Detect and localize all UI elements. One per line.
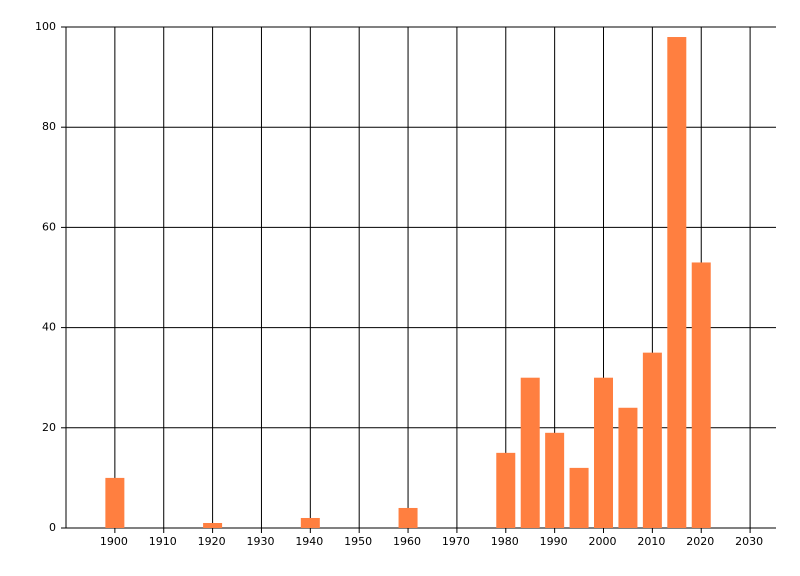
bar — [300, 517, 320, 528]
y-tick-label: 60 — [42, 220, 56, 233]
bar — [496, 452, 516, 528]
bar — [642, 352, 662, 528]
x-tick-label: 1960 — [393, 535, 421, 548]
bar — [398, 507, 418, 528]
y-tick-label: 20 — [42, 421, 56, 434]
x-tick-label: 1920 — [198, 535, 226, 548]
x-tick-label: 1930 — [246, 535, 274, 548]
x-tick-label: 1990 — [540, 535, 568, 548]
x-tick-label: 1980 — [491, 535, 519, 548]
x-tick-label: 1970 — [442, 535, 470, 548]
bar — [569, 467, 589, 528]
x-tick-label: 1910 — [149, 535, 177, 548]
bar — [667, 37, 687, 529]
y-tick-label: 0 — [49, 521, 56, 534]
y-tick-label: 100 — [35, 20, 56, 33]
bar — [203, 522, 223, 528]
y-tick-label: 80 — [42, 120, 56, 133]
x-tick-label: 2000 — [589, 535, 617, 548]
bar — [594, 377, 614, 528]
bar — [520, 377, 540, 528]
bar — [691, 262, 711, 528]
x-tick-label: 2010 — [637, 535, 665, 548]
bar — [618, 407, 638, 528]
bar — [105, 477, 125, 528]
x-tick-label: 1940 — [295, 535, 323, 548]
x-tick-label: 2020 — [686, 535, 714, 548]
x-tick-label: 1900 — [100, 535, 128, 548]
x-tick-label: 1950 — [344, 535, 372, 548]
x-tick-label: 2030 — [735, 535, 763, 548]
y-tick-label: 40 — [42, 321, 56, 334]
bar — [545, 432, 565, 528]
